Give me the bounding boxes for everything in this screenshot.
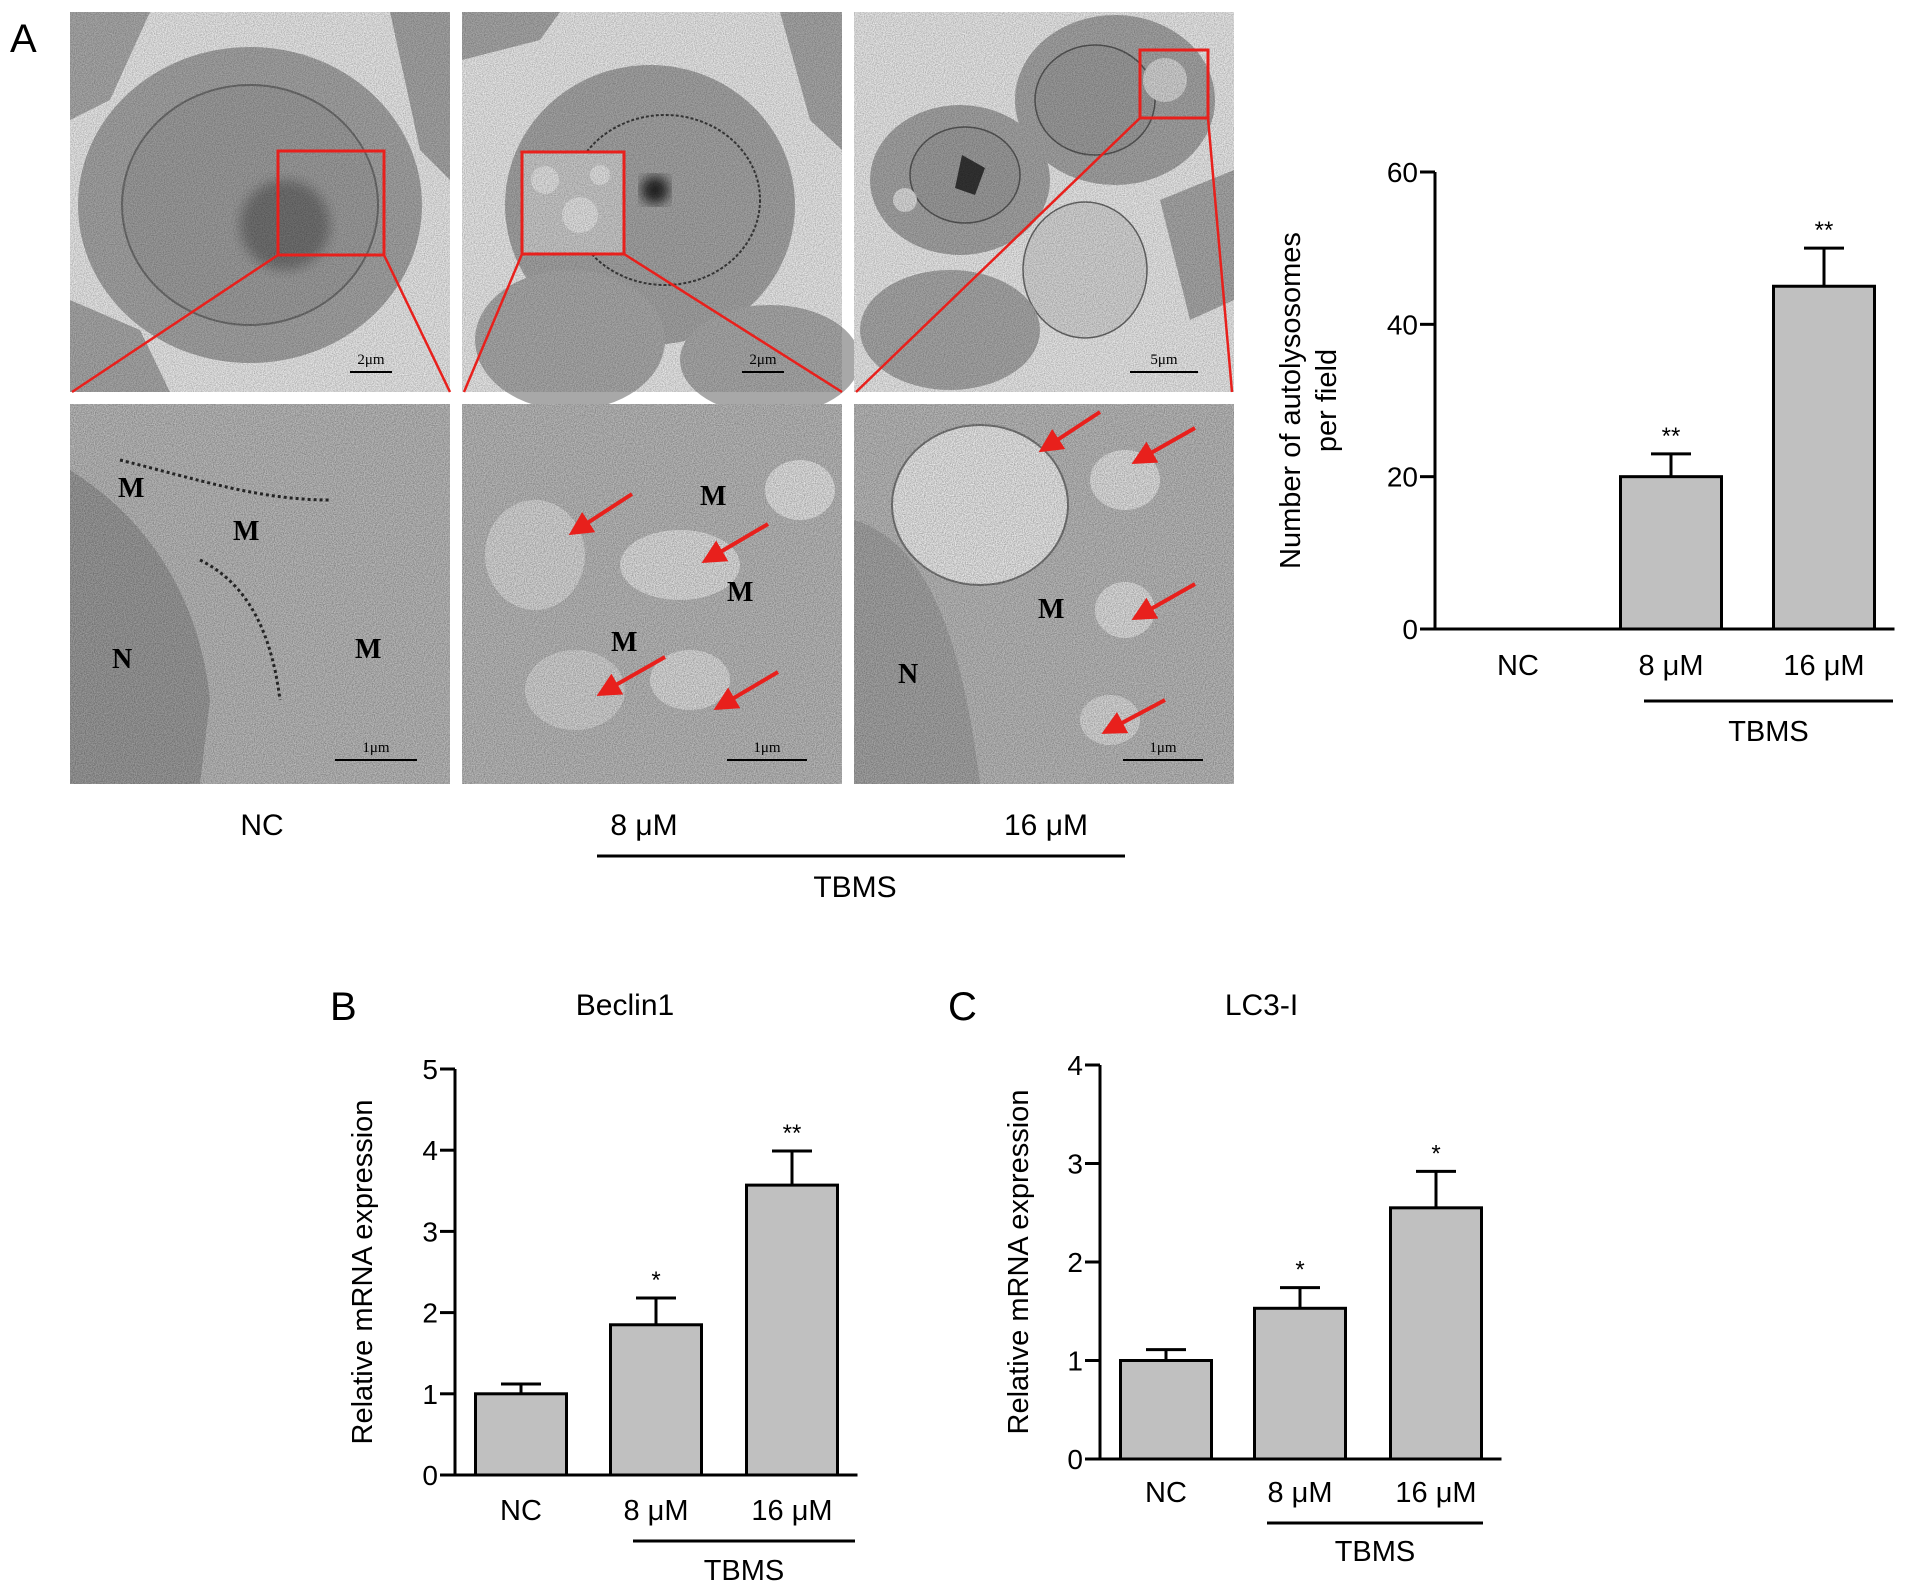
panel-a-letter: A	[10, 17, 37, 61]
autolysosome-arrows	[568, 492, 780, 711]
scale-bar-label: 5μm	[1150, 352, 1178, 368]
mitochondria-label: M	[118, 473, 144, 504]
group-label: TBMS	[704, 1555, 785, 1587]
micrograph-group-label: 16 μM	[1004, 809, 1088, 842]
y-axis-label: per field	[1311, 349, 1343, 452]
category-label: 8 μM	[1267, 1477, 1332, 1509]
significance-marker: *	[651, 1267, 660, 1294]
mitochondria-label: M	[727, 577, 753, 608]
y-tick-label: 0	[422, 1460, 438, 1491]
category-label: NC	[1497, 650, 1539, 682]
micrograph-group-label: NC	[240, 809, 283, 842]
category-label: 8 μM	[1638, 650, 1703, 682]
y-tick-label: 2	[422, 1298, 438, 1329]
y-tick-label: 1	[1067, 1346, 1083, 1377]
treatment-label: TBMS	[813, 871, 896, 904]
bar	[1119, 1359, 1213, 1461]
y-tick-label: 5	[422, 1054, 438, 1085]
category-label: 16 μM	[1395, 1477, 1476, 1509]
bar	[745, 1183, 839, 1477]
y-tick-label: 4	[422, 1135, 438, 1166]
micrograph-16um-overview: 5μm	[854, 12, 1234, 392]
mitochondria-label: M	[1038, 594, 1064, 625]
significance-marker: *	[1431, 1140, 1440, 1167]
significance-marker: **	[783, 1120, 802, 1147]
autolysosome-arrows	[1038, 410, 1196, 734]
panel-b-letter: B	[330, 985, 357, 1029]
y-tick-label: 60	[1387, 157, 1418, 188]
y-tick-label: 40	[1387, 309, 1418, 340]
category-label: 16 μM	[1783, 650, 1864, 682]
y-tick-label: 4	[1067, 1050, 1083, 1081]
category-label: 8 μM	[623, 1495, 688, 1527]
scale-bar-label: 2μm	[357, 352, 385, 368]
nucleus-label: N	[112, 644, 132, 675]
micrograph-8um-overview: 2μm	[462, 12, 860, 415]
micrograph-16um-zoom: M N 1μm	[854, 404, 1234, 784]
scale-bar-label: 1μm	[362, 740, 390, 756]
mitochondria-label: M	[233, 516, 259, 547]
category-label: 16 μM	[751, 1495, 832, 1527]
category-label: NC	[1145, 1477, 1187, 1509]
group-label: TBMS	[1335, 1536, 1416, 1568]
panel-c-letter: C	[948, 985, 977, 1029]
y-tick-label: 1	[422, 1379, 438, 1410]
micrograph-nc-zoom: M M M N 1μm	[70, 404, 450, 784]
chart-autolysosomes: 0 20 40 60 Number of autolysosomes per field N…	[1275, 157, 1895, 748]
micrograph-8um-zoom: M M M 1μm	[462, 404, 842, 784]
scale-bar-label: 1μm	[753, 740, 781, 756]
significance-marker: **	[1815, 217, 1834, 244]
zoom-box	[1138, 48, 1210, 120]
scale-bar-label: 1μm	[1149, 740, 1177, 756]
micrograph-nc-overview: 2μm	[70, 12, 450, 392]
y-tick-label: 2	[1067, 1247, 1083, 1278]
bar	[1772, 284, 1876, 631]
chart-lc3: LC3-I 0 1 2 3 4 Relative mRNA expression NC * 8 μ…	[1003, 989, 1502, 1568]
significance-marker: **	[1662, 423, 1681, 450]
y-tick-label: 0	[1402, 614, 1418, 645]
y-axis-label: Number of autolysosomes	[1275, 232, 1307, 569]
bar	[474, 1392, 568, 1477]
zoom-box	[520, 150, 626, 256]
nucleus-label: N	[898, 659, 918, 690]
mitochondria-label: M	[355, 634, 381, 665]
category-label: NC	[500, 1495, 542, 1527]
y-axis-label: Relative mRNA expression	[347, 1100, 379, 1445]
y-tick-label: 3	[1067, 1149, 1083, 1180]
y-tick-label: 20	[1387, 462, 1418, 493]
zoom-box	[276, 149, 386, 257]
y-tick-label: 3	[422, 1216, 438, 1247]
chart-title: LC3-I	[1225, 989, 1298, 1022]
micrograph-group-label: 8 μM	[610, 809, 677, 842]
group-label: TBMS	[1728, 716, 1809, 748]
chart-title: Beclin1	[576, 989, 674, 1022]
scale-bar-label: 2μm	[749, 352, 777, 368]
bar	[609, 1323, 703, 1477]
y-tick-label: 0	[1067, 1444, 1083, 1475]
zoom-connectors	[71, 117, 1234, 394]
significance-marker: *	[1295, 1257, 1304, 1284]
y-axis-label: Relative mRNA expression	[1003, 1090, 1035, 1435]
chart-beclin1: Beclin1 0 1 2 3 4 5 Relative mRNA expression NC *…	[347, 989, 858, 1587]
bar	[1253, 1306, 1347, 1461]
bar	[1619, 475, 1723, 631]
mitochondria-label: M	[611, 627, 637, 658]
mitochondria-label: M	[700, 481, 726, 512]
bar	[1389, 1206, 1483, 1461]
